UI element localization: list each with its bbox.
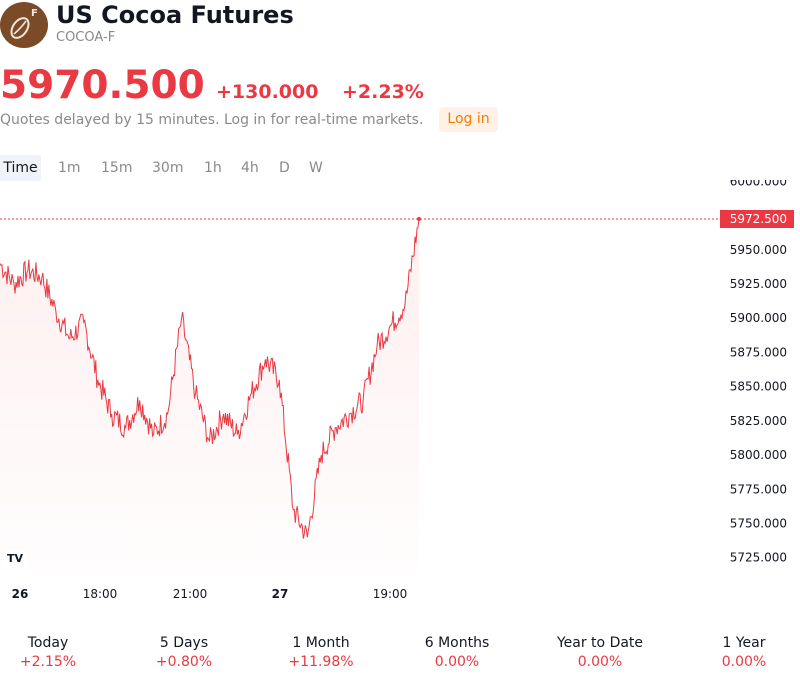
x-tick-label: 27: [272, 587, 289, 601]
perf-label: 5 Days: [159, 635, 209, 651]
tab-w[interactable]: W: [309, 160, 323, 176]
x-tick-label: 18:00: [83, 587, 118, 601]
login-button[interactable]: Log in: [439, 107, 498, 132]
perf-today[interactable]: Today +2.15%: [0, 633, 108, 671]
last-price: 5970.500: [0, 63, 205, 108]
y-tick-label: 5900.000: [730, 311, 787, 325]
tab-1h[interactable]: 1h: [204, 160, 222, 176]
y-tick-label: 6000.000: [730, 180, 787, 188]
performance-bar: Today +2.15% 5 Days +0.80% 1 Month +11.9…: [0, 633, 800, 673]
tab-15m[interactable]: 15m: [101, 160, 133, 176]
perf-value: +11.98%: [288, 654, 354, 670]
perf-value: 0.00%: [721, 654, 767, 670]
tab-4h[interactable]: 4h: [241, 160, 259, 176]
price-change-percent: +2.23%: [342, 81, 424, 103]
perf-year-to-date[interactable]: Year to Date 0.00%: [540, 633, 660, 671]
y-tick-label: 5800.000: [730, 448, 787, 462]
price-chart[interactable]: 6000.000 5950.000 5925.000 5900.000 5875.000…: [0, 180, 800, 620]
perf-label: Year to Date: [556, 635, 644, 651]
cocoa-bean-icon: [10, 17, 30, 39]
x-tick-label: 26: [12, 587, 29, 601]
perf-label: 6 Months: [424, 635, 490, 651]
perf-label: Today: [27, 635, 69, 651]
price-change: +130.000: [216, 81, 319, 103]
y-tick-label: 5825.000: [730, 414, 787, 428]
price-line: [0, 218, 420, 539]
cocoa-logo: F: [0, 2, 48, 48]
perf-label: 1 Month: [292, 635, 350, 651]
tab-1m[interactable]: 1m: [58, 160, 81, 176]
perf-5-days[interactable]: 5 Days +0.80%: [124, 633, 244, 671]
last-price-label: 5972.500: [730, 212, 787, 226]
y-tick-label: 5925.000: [730, 277, 787, 291]
price-area: [0, 219, 419, 570]
x-tick-label: 21:00: [173, 587, 208, 601]
tab-30m[interactable]: 30m: [152, 160, 184, 176]
instrument-title: US Cocoa Futures: [56, 1, 294, 29]
tradingview-logo: TV: [4, 550, 26, 568]
perf-1-year[interactable]: 1 Year 0.00%: [684, 633, 800, 671]
y-tick-label: 5850.000: [730, 380, 787, 394]
y-tick-label: 5950.000: [730, 243, 787, 257]
y-tick-label: 5750.000: [730, 516, 787, 530]
y-tick-label: 5775.000: [730, 482, 787, 496]
tab-time[interactable]: Time: [0, 155, 41, 181]
y-tick-label: 5875.000: [730, 345, 787, 359]
perf-value: +0.80%: [155, 654, 213, 670]
perf-1-month[interactable]: 1 Month +11.98%: [261, 633, 381, 671]
tab-d[interactable]: D: [279, 160, 290, 176]
perf-value: 0.00%: [577, 654, 623, 670]
delay-notice: Quotes delayed by 15 minutes. Log in for…: [0, 112, 424, 128]
last-price-dot: [417, 217, 421, 221]
perf-value: +2.15%: [19, 654, 77, 670]
instrument-symbol: COCOA-F: [56, 30, 116, 45]
perf-label: 1 Year: [722, 635, 766, 651]
x-tick-label: 19:00: [373, 587, 408, 601]
perf-6-months[interactable]: 6 Months 0.00%: [397, 633, 517, 671]
y-tick-label: 5725.000: [730, 551, 787, 565]
perf-value: 0.00%: [434, 654, 480, 670]
last-price-marker: [720, 210, 794, 228]
logo-badge: F: [31, 8, 38, 19]
